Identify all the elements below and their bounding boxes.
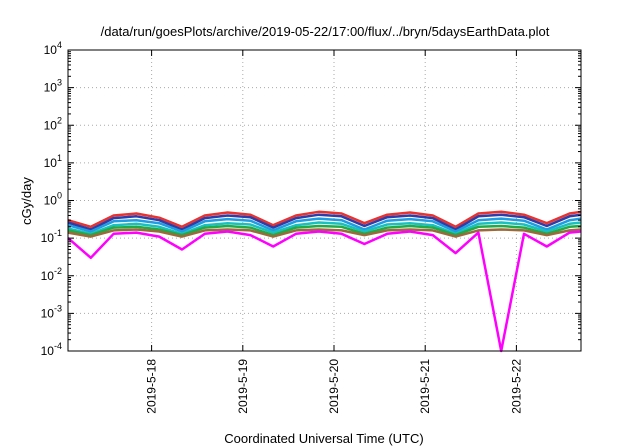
y-tick-label: 10-4 (41, 341, 62, 358)
grid (68, 50, 581, 351)
axes: 10-4 10-3 10-2 10-1 100 101 102 103 104 2019-5-18… (41, 40, 581, 414)
y-tick-label: 10-1 (41, 228, 62, 245)
series-line (67, 228, 582, 238)
x-tick-label: 2019-5-22 (509, 359, 523, 414)
series-line (67, 213, 582, 231)
y-tick-label: 10-2 (41, 266, 62, 283)
series-group (67, 210, 582, 353)
series-line (67, 230, 582, 353)
x-tick-label: 2019-5-19 (236, 359, 250, 414)
chart-title: /data/run/goesPlots/archive/2019-05-22/1… (101, 24, 550, 39)
series-line (67, 221, 582, 236)
x-tick-label: 2019-5-18 (145, 359, 159, 414)
y-tick-label: 104 (44, 40, 62, 57)
y-tick-label: 10-3 (41, 303, 62, 320)
x-axis-label: Coordinated Universal Time (UTC) (224, 431, 423, 446)
y-tick-label: 101 (44, 153, 62, 170)
x-tick-label: 2019-5-21 (418, 359, 432, 414)
y-tick-label: 103 (44, 78, 62, 95)
y-axis-label: cGy/day (19, 177, 34, 225)
series-line (67, 224, 582, 237)
plot-frame (67, 49, 582, 352)
x-tick-label: 2019-5-20 (327, 359, 341, 414)
series-line (67, 217, 582, 233)
y-tick-label: 100 (44, 191, 62, 208)
series-line (67, 210, 582, 229)
y-tick-label: 102 (44, 115, 62, 132)
